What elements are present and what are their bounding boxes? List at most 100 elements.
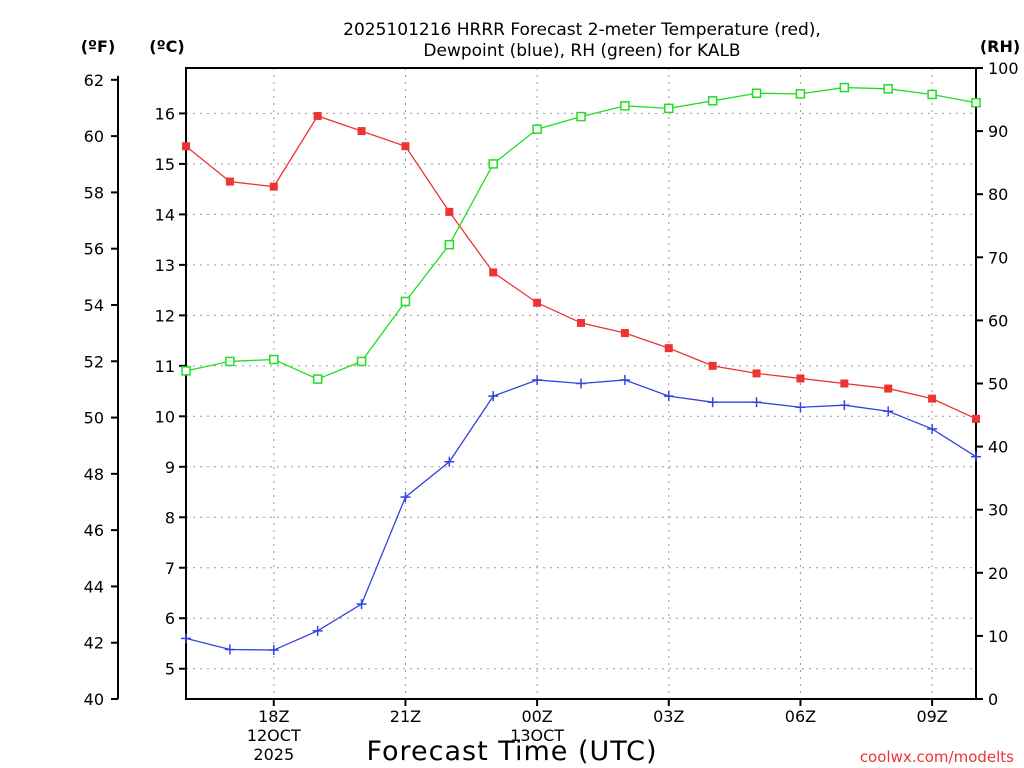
celsius-tick-label: 8 [165, 508, 175, 527]
rh-tick-label: 20 [988, 564, 1008, 583]
dewpoint-point [707, 397, 718, 408]
rh-point [225, 356, 235, 367]
dewpoint-point [839, 400, 850, 411]
chart-title-line1: 2025101216 HRRR Forecast 2-meter Tempera… [343, 20, 821, 40]
rh-point [839, 82, 850, 93]
x-tick-year-label: 2025 [253, 745, 294, 764]
rh-point [883, 84, 893, 94]
rh-point [751, 88, 762, 98]
rh-line [185, 86, 977, 380]
chart-title-line2: Dewpoint (blue), RH (green) for KALB [423, 41, 740, 61]
fahrenheit-unit-label: (ºF) [81, 37, 116, 56]
credit-text: coolwx.com/modelts [860, 748, 1014, 766]
rh-tick-label: 30 [988, 501, 1008, 520]
celsius-unit-label: (ºC) [149, 37, 184, 56]
dewpoint-point [181, 633, 191, 644]
fahrenheit-tick-label: 60 [84, 127, 104, 146]
dewpoint-point [488, 391, 499, 402]
x-tick-label: 18Z [258, 707, 289, 726]
fahrenheit-tick-label: 52 [84, 352, 104, 371]
temperature-point [708, 361, 717, 370]
dewpoint-point [312, 625, 323, 636]
temperature-point [489, 268, 498, 277]
grid-lines [186, 68, 976, 699]
x-tick-label: 21Z [390, 707, 421, 726]
x-tick-date-label: 12OCT [247, 726, 301, 745]
rh-point [620, 101, 630, 111]
data-series [181, 82, 981, 656]
rh-point [927, 89, 937, 100]
dewpoint-point [576, 378, 586, 389]
rh-point [356, 356, 367, 367]
rh-tick-label: 0 [988, 690, 998, 709]
temperature-point [928, 394, 937, 403]
dewpoint-point [883, 406, 894, 417]
rh-point [532, 124, 542, 134]
temperature-point [840, 379, 849, 388]
rh-point [707, 96, 718, 106]
dewpoint-point [532, 374, 543, 385]
celsius-tick-label: 14 [155, 205, 175, 224]
temperature-point [313, 111, 322, 120]
temperature-point [182, 142, 190, 151]
x-axis-title: Forecast Time (UTC) [366, 736, 657, 767]
celsius-tick-label: 9 [165, 458, 175, 477]
celsius-tick-label: 16 [155, 104, 175, 123]
rh-point [400, 296, 411, 307]
celsius-tick-label: 7 [165, 559, 175, 578]
dewpoint-point [663, 391, 674, 402]
dewpoint-point [971, 451, 981, 462]
fahrenheit-tick-label: 54 [84, 296, 104, 315]
celsius-tick-label: 12 [155, 306, 175, 325]
x-tick-label: 03Z [653, 707, 684, 726]
temperature-point [752, 369, 761, 378]
rh-tick-label: 80 [988, 185, 1008, 204]
rh-tick-label: 50 [988, 375, 1008, 394]
dewpoint-point [444, 456, 455, 467]
x-tick-label: 06Z [785, 707, 816, 726]
x-tick-label: 00Z [521, 707, 552, 726]
rh-tick-label: 90 [988, 122, 1008, 141]
fahrenheit-tick-label: 42 [84, 634, 104, 653]
temperature-point [533, 298, 542, 307]
rh-point [488, 159, 498, 169]
rh-point [312, 374, 323, 384]
celsius-tick-label: 5 [165, 660, 175, 679]
rh-tick-label: 10 [988, 627, 1008, 646]
dewpoint-point [795, 402, 806, 413]
rh-point [269, 354, 279, 365]
dewpoint-point [619, 374, 630, 385]
celsius-tick-label: 6 [165, 609, 175, 628]
dewpoint-point [927, 423, 938, 434]
celsius-tick-label: 11 [155, 357, 175, 376]
celsius-tick-label: 10 [155, 407, 175, 426]
temperature-point [577, 318, 585, 327]
fahrenheit-tick-label: 62 [84, 71, 104, 90]
dewpoint-line [185, 379, 977, 651]
rh-tick-label: 70 [988, 248, 1008, 267]
x-tick-date-label: 13OCT [510, 726, 564, 745]
x-tick-label: 09Z [916, 707, 947, 726]
dewpoint-point [268, 645, 279, 656]
temperature-point [445, 207, 454, 216]
fahrenheit-tick-label: 48 [84, 465, 104, 484]
rh-point [795, 89, 806, 99]
temperature-point [401, 142, 410, 151]
dewpoint-point [224, 644, 235, 655]
fahrenheit-tick-label: 46 [84, 521, 104, 540]
fahrenheit-tick-label: 44 [84, 577, 104, 596]
dewpoint-point [356, 599, 367, 610]
temperature-point [620, 329, 629, 338]
axes: 4042444648505254565860625678910111213141… [84, 59, 1019, 764]
celsius-tick-label: 13 [155, 256, 175, 275]
celsius-tick-label: 15 [155, 155, 175, 174]
temperature-point [357, 127, 366, 136]
rh-point [971, 97, 981, 108]
rh-point [664, 103, 674, 114]
temperature-point [972, 414, 980, 423]
rh-point [576, 111, 586, 122]
dewpoint-point [751, 397, 762, 408]
fahrenheit-tick-label: 40 [84, 690, 104, 709]
rh-unit-label: (RH) [980, 37, 1020, 56]
